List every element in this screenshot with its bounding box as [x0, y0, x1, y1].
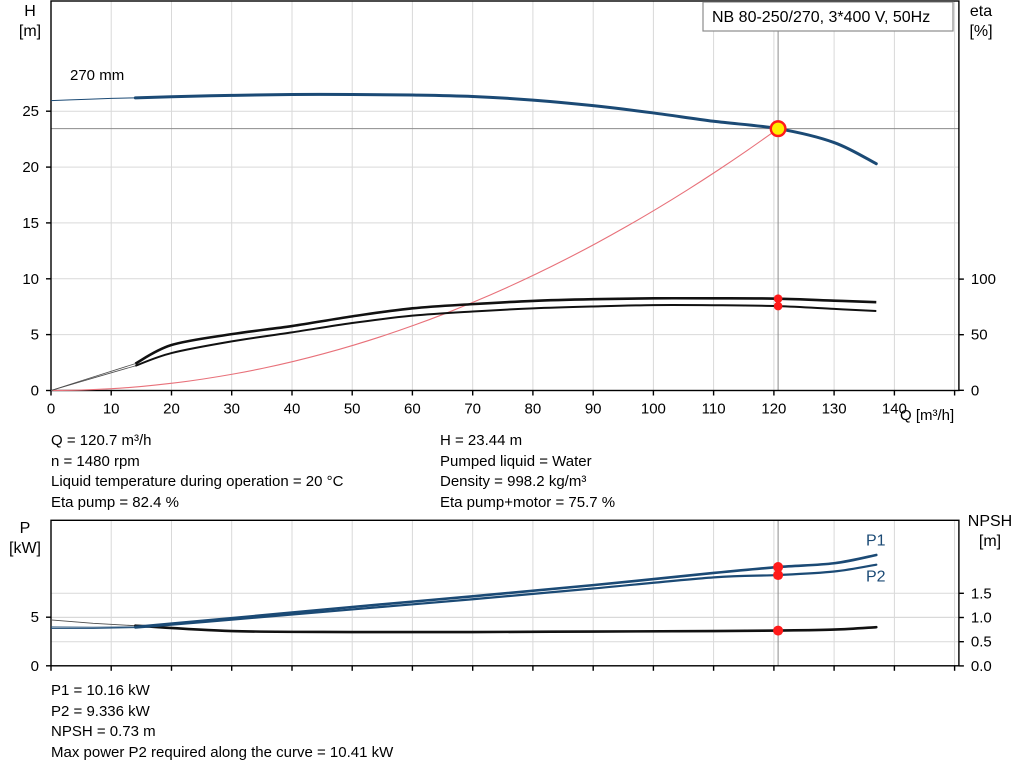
svg-text:15: 15	[22, 215, 39, 232]
svg-text:0: 0	[31, 658, 39, 675]
svg-text:10: 10	[103, 401, 120, 418]
svg-text:50: 50	[971, 327, 988, 344]
svg-text:20: 20	[22, 159, 39, 176]
svg-text:30: 30	[223, 401, 240, 418]
svg-text:0: 0	[47, 401, 55, 418]
svg-text:NPSH: NPSH	[968, 513, 1012, 530]
svg-text:25: 25	[22, 103, 39, 120]
svg-text:eta: eta	[970, 3, 992, 20]
svg-text:[m]: [m]	[979, 533, 1001, 550]
svg-text:5: 5	[31, 609, 39, 626]
svg-text:50: 50	[344, 401, 361, 418]
svg-text:1.0: 1.0	[971, 610, 992, 627]
svg-text:5: 5	[31, 327, 39, 344]
svg-text:100: 100	[641, 401, 666, 418]
svg-text:1.5: 1.5	[971, 585, 992, 602]
svg-text:0: 0	[971, 382, 979, 399]
svg-text:40: 40	[284, 401, 301, 418]
svg-text:90: 90	[585, 401, 602, 418]
svg-text:0.5: 0.5	[971, 634, 992, 651]
svg-text:110: 110	[702, 401, 726, 418]
svg-text:NB 80-250/270, 3*400 V, 50Hz: NB 80-250/270, 3*400 V, 50Hz	[712, 9, 930, 26]
svg-text:Q [m³/h]: Q [m³/h]	[900, 407, 954, 424]
svg-text:P1: P1	[866, 532, 886, 549]
svg-text:70: 70	[464, 401, 481, 418]
svg-text:[kW]: [kW]	[9, 540, 41, 557]
svg-text:[%]: [%]	[969, 23, 992, 40]
svg-text:P2: P2	[866, 568, 886, 585]
svg-text:H: H	[24, 3, 36, 20]
svg-text:P: P	[20, 520, 31, 537]
svg-text:100: 100	[971, 271, 996, 288]
svg-text:20: 20	[163, 401, 180, 418]
svg-text:60: 60	[404, 401, 421, 418]
svg-text:120: 120	[761, 401, 786, 418]
svg-text:130: 130	[822, 401, 847, 418]
svg-text:0.0: 0.0	[971, 658, 992, 675]
svg-text:270 mm: 270 mm	[70, 67, 124, 84]
svg-text:0: 0	[31, 383, 39, 400]
svg-text:10: 10	[22, 271, 39, 288]
svg-text:80: 80	[525, 401, 542, 418]
svg-text:[m]: [m]	[19, 23, 41, 40]
